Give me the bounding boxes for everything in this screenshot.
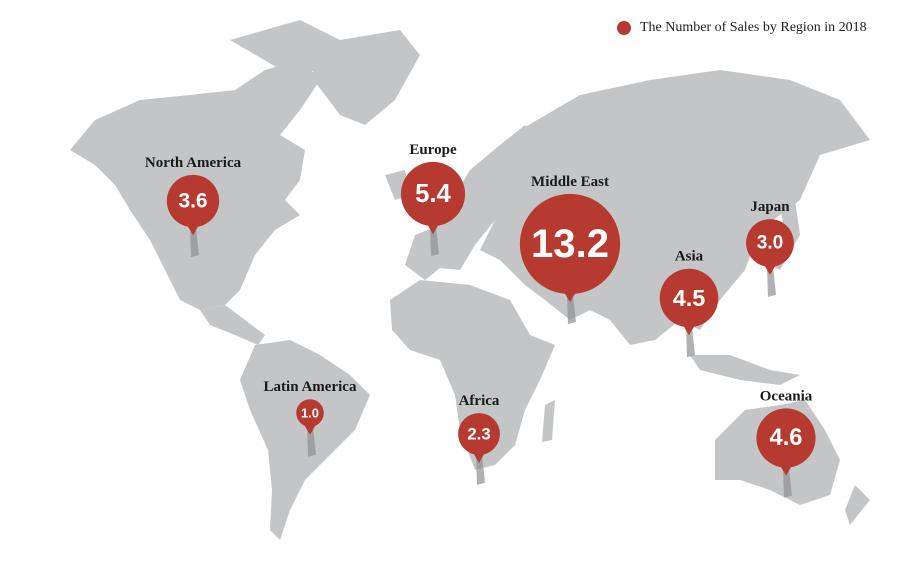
pin: 1.0 Latin America xyxy=(264,379,357,457)
region-label: Oceania xyxy=(760,388,813,404)
value-label: 1.0 xyxy=(301,406,319,421)
bubble xyxy=(458,413,500,455)
legend-swatch xyxy=(617,21,631,35)
value-label: 5.4 xyxy=(415,180,451,208)
continent xyxy=(200,305,265,345)
bubble xyxy=(166,174,220,228)
pin-shadow xyxy=(307,426,316,457)
bubble xyxy=(296,399,324,427)
bubble xyxy=(400,161,466,227)
pin: 4.5 Asia xyxy=(659,249,719,358)
value-label: 4.6 xyxy=(770,425,803,451)
pin: 13.2 Middle East xyxy=(519,174,621,325)
pin-shadow xyxy=(476,454,485,485)
region-label: Europe xyxy=(409,142,457,158)
world-map xyxy=(70,20,870,540)
legend-text: The Number of Sales by Region in 2018 xyxy=(640,20,867,35)
value-label: 2.3 xyxy=(467,425,490,444)
pin-shadow xyxy=(767,266,776,297)
bubbles: 3.6 North America 5.4 Europe 13.2 Middle East… xyxy=(145,142,816,498)
region-label: Asia xyxy=(675,249,704,265)
pin-shadow xyxy=(430,226,439,257)
pin: 4.6 Oceania xyxy=(756,388,816,498)
pin: 2.3 Africa xyxy=(458,393,500,485)
continent xyxy=(845,485,870,525)
value-label: 4.5 xyxy=(673,285,706,311)
region-label: Japan xyxy=(750,199,790,215)
region-label: Latin America xyxy=(264,379,357,395)
bubble xyxy=(519,193,621,295)
value-label: 13.2 xyxy=(531,222,609,266)
region-label: North America xyxy=(145,155,242,171)
pin-shadow xyxy=(783,467,792,498)
continent xyxy=(230,20,340,75)
region-label: Middle East xyxy=(531,174,609,190)
continent xyxy=(405,125,540,280)
bubble xyxy=(659,268,719,328)
pin-shadow xyxy=(567,294,576,325)
continent xyxy=(310,30,420,125)
bubble xyxy=(756,408,816,468)
region-label: Africa xyxy=(459,393,500,409)
pin-shadow xyxy=(190,227,199,258)
value-label: 3.6 xyxy=(178,190,207,213)
pin: 5.4 Europe xyxy=(400,142,466,257)
value-label: 3.0 xyxy=(757,233,784,254)
bubble xyxy=(746,219,794,267)
continent xyxy=(690,355,800,385)
pin-shadow xyxy=(686,327,695,358)
pin: 3.0 Japan xyxy=(746,199,794,297)
legend: The Number of Sales by Region in 2018 xyxy=(617,20,867,35)
continent xyxy=(240,340,370,540)
continent xyxy=(390,280,555,470)
continent xyxy=(542,400,555,442)
pin: 3.6 North America xyxy=(145,155,242,258)
